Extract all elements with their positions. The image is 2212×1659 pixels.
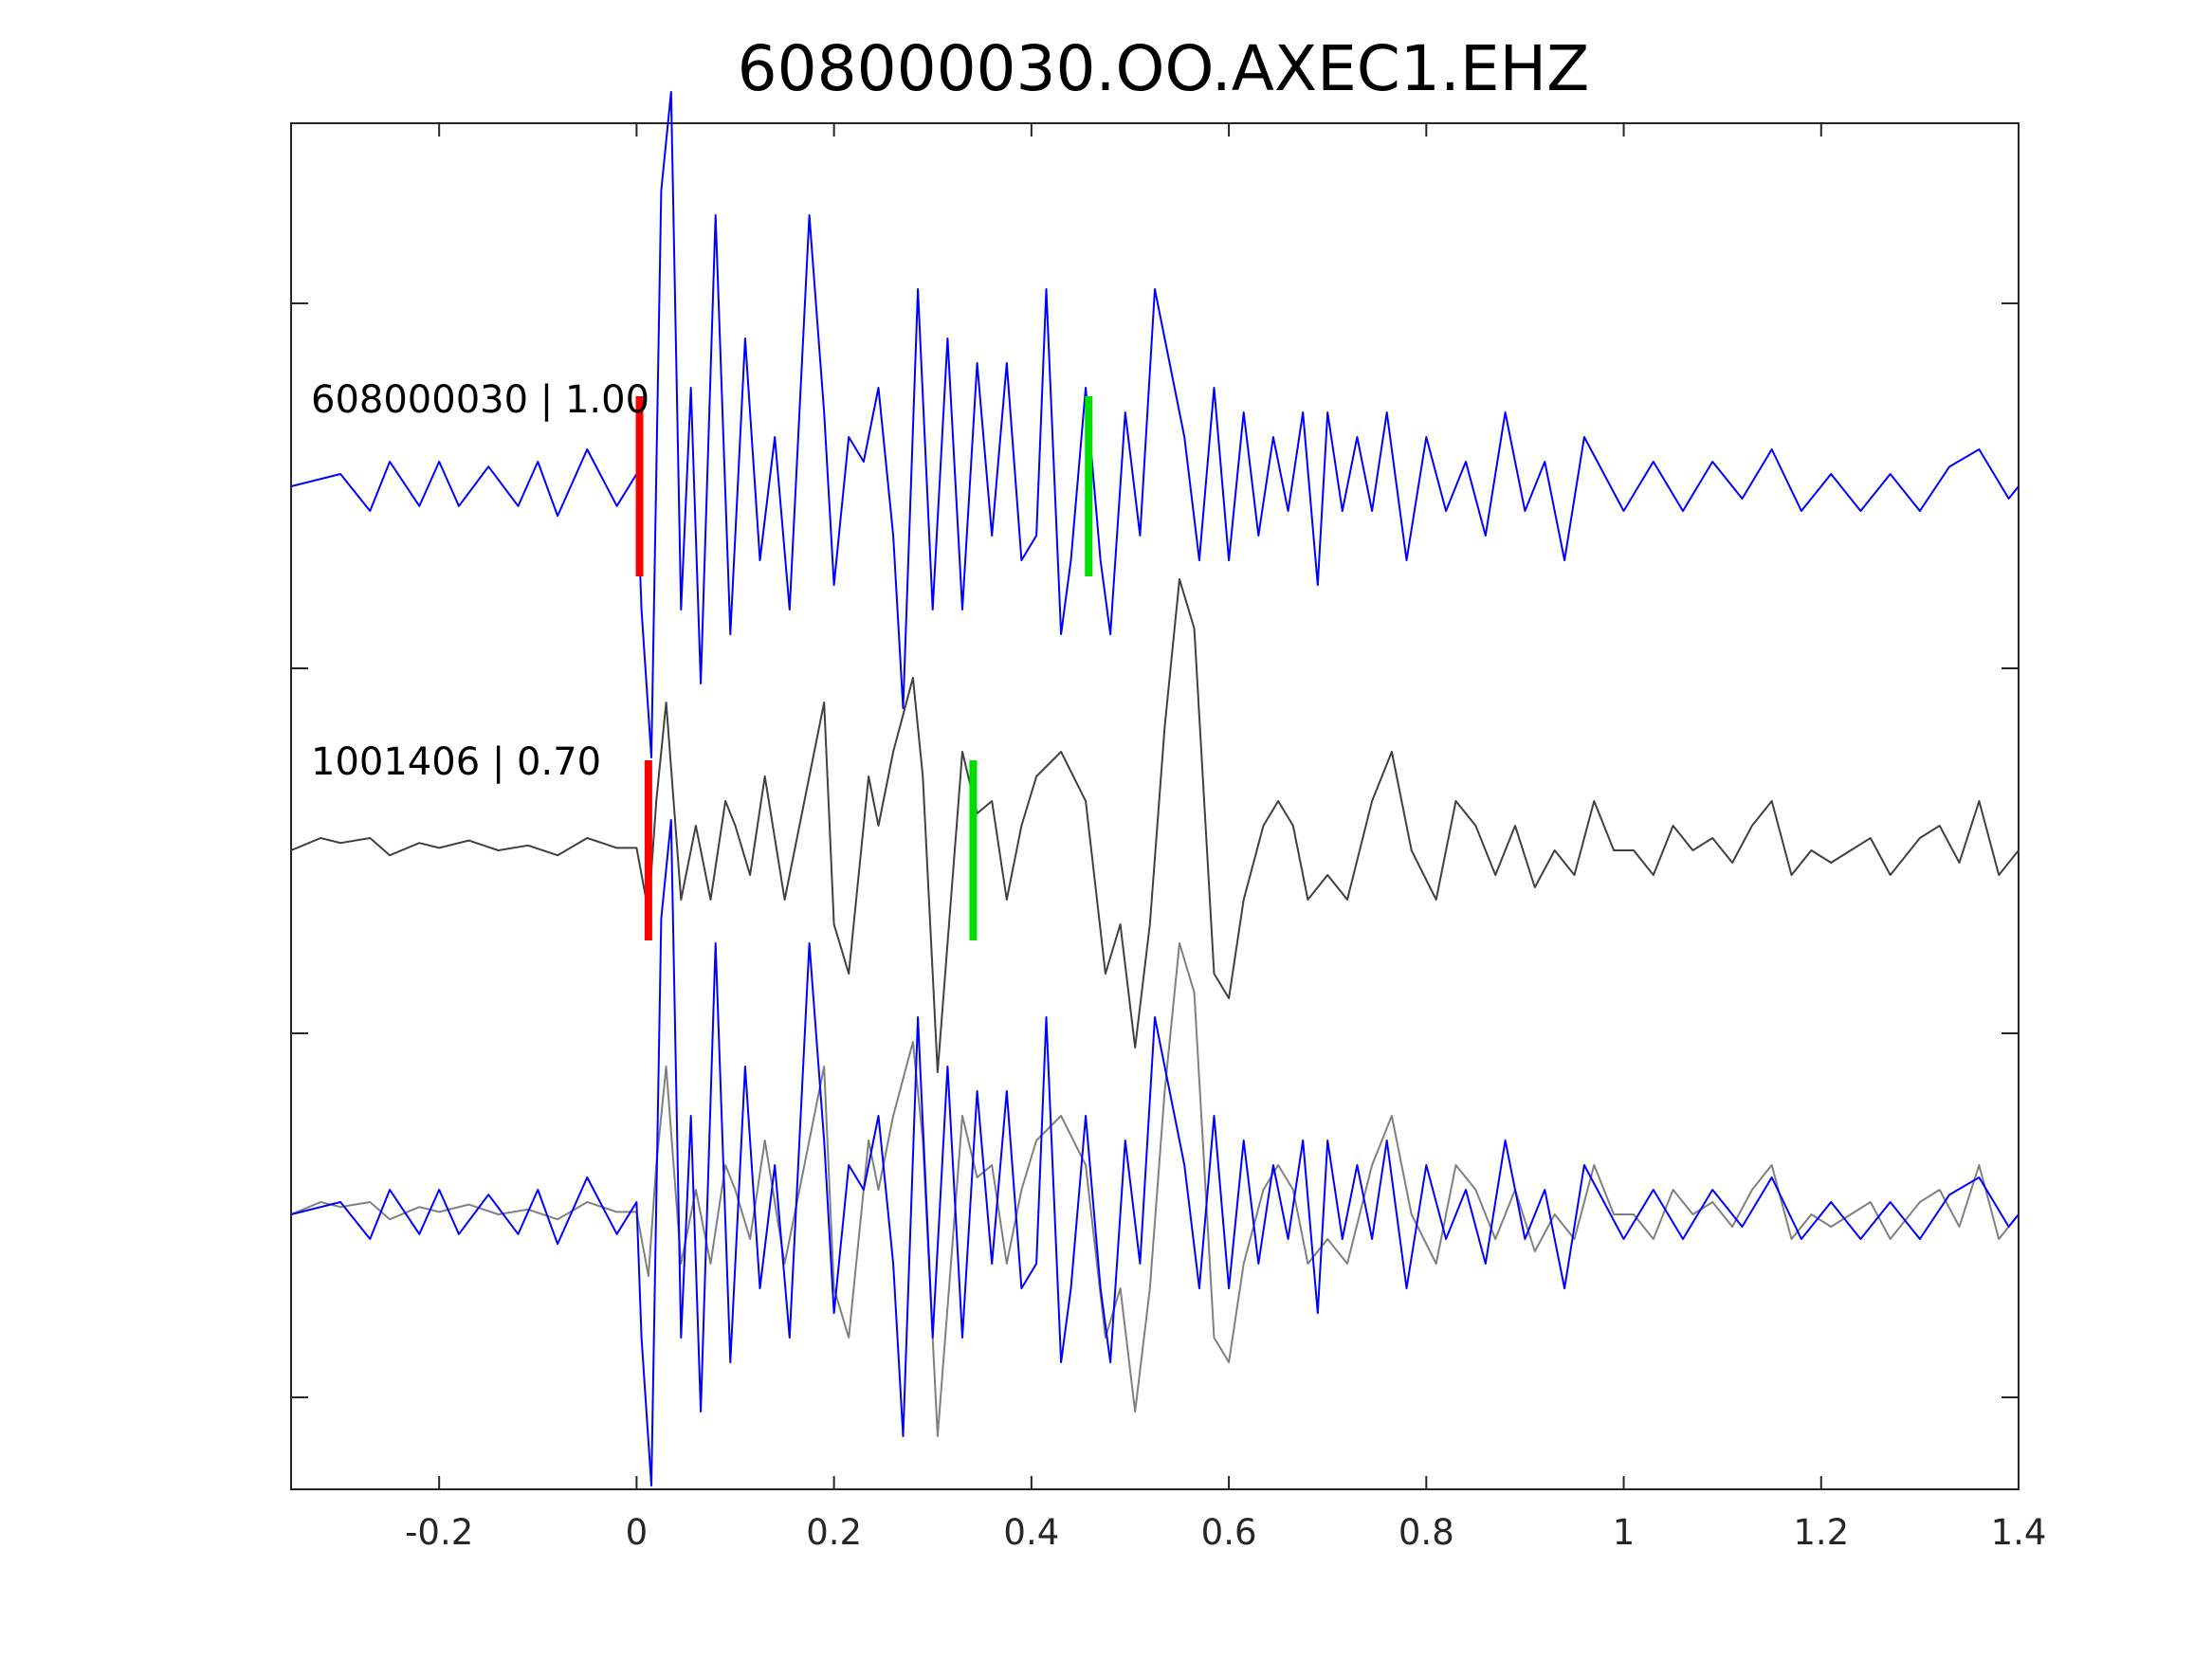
x-tick-label: 1.4 <box>1991 1512 2047 1553</box>
x-tick-label: 0.6 <box>1201 1512 1257 1553</box>
trace-line-panel-2-series-1 <box>290 578 2020 1073</box>
x-tick-label: -0.2 <box>405 1512 473 1553</box>
trace-label: 608000030 | 1.00 <box>311 378 649 422</box>
trace-line-panel-1-series-1 <box>290 91 2020 758</box>
traces <box>290 91 2020 1486</box>
y-axis <box>291 302 2019 1398</box>
x-tick-label: 0.4 <box>1003 1512 1059 1553</box>
x-tick-label: 1.2 <box>1793 1512 1849 1553</box>
trace-line-panel-3-series-2 <box>290 819 2020 1486</box>
chart-title: 608000030.OO.AXEC1.EHZ <box>738 32 1590 105</box>
x-axis: -0.2 0 0.2 0.4 0.6 0.8 1 1.2 1.4 <box>405 123 2046 1553</box>
trace-label: 1001406 | 0.70 <box>311 740 601 784</box>
phase-picks <box>635 396 1093 940</box>
x-tick-label: 0.2 <box>806 1512 862 1553</box>
plot-area <box>290 122 2020 1490</box>
trace-labels: 608000030 | 1.00 1001406 | 0.70 <box>311 378 649 784</box>
x-tick-label: 0.8 <box>1398 1512 1454 1553</box>
x-tick-label: 0 <box>626 1512 649 1553</box>
x-tick-label: 1 <box>1613 1512 1636 1553</box>
